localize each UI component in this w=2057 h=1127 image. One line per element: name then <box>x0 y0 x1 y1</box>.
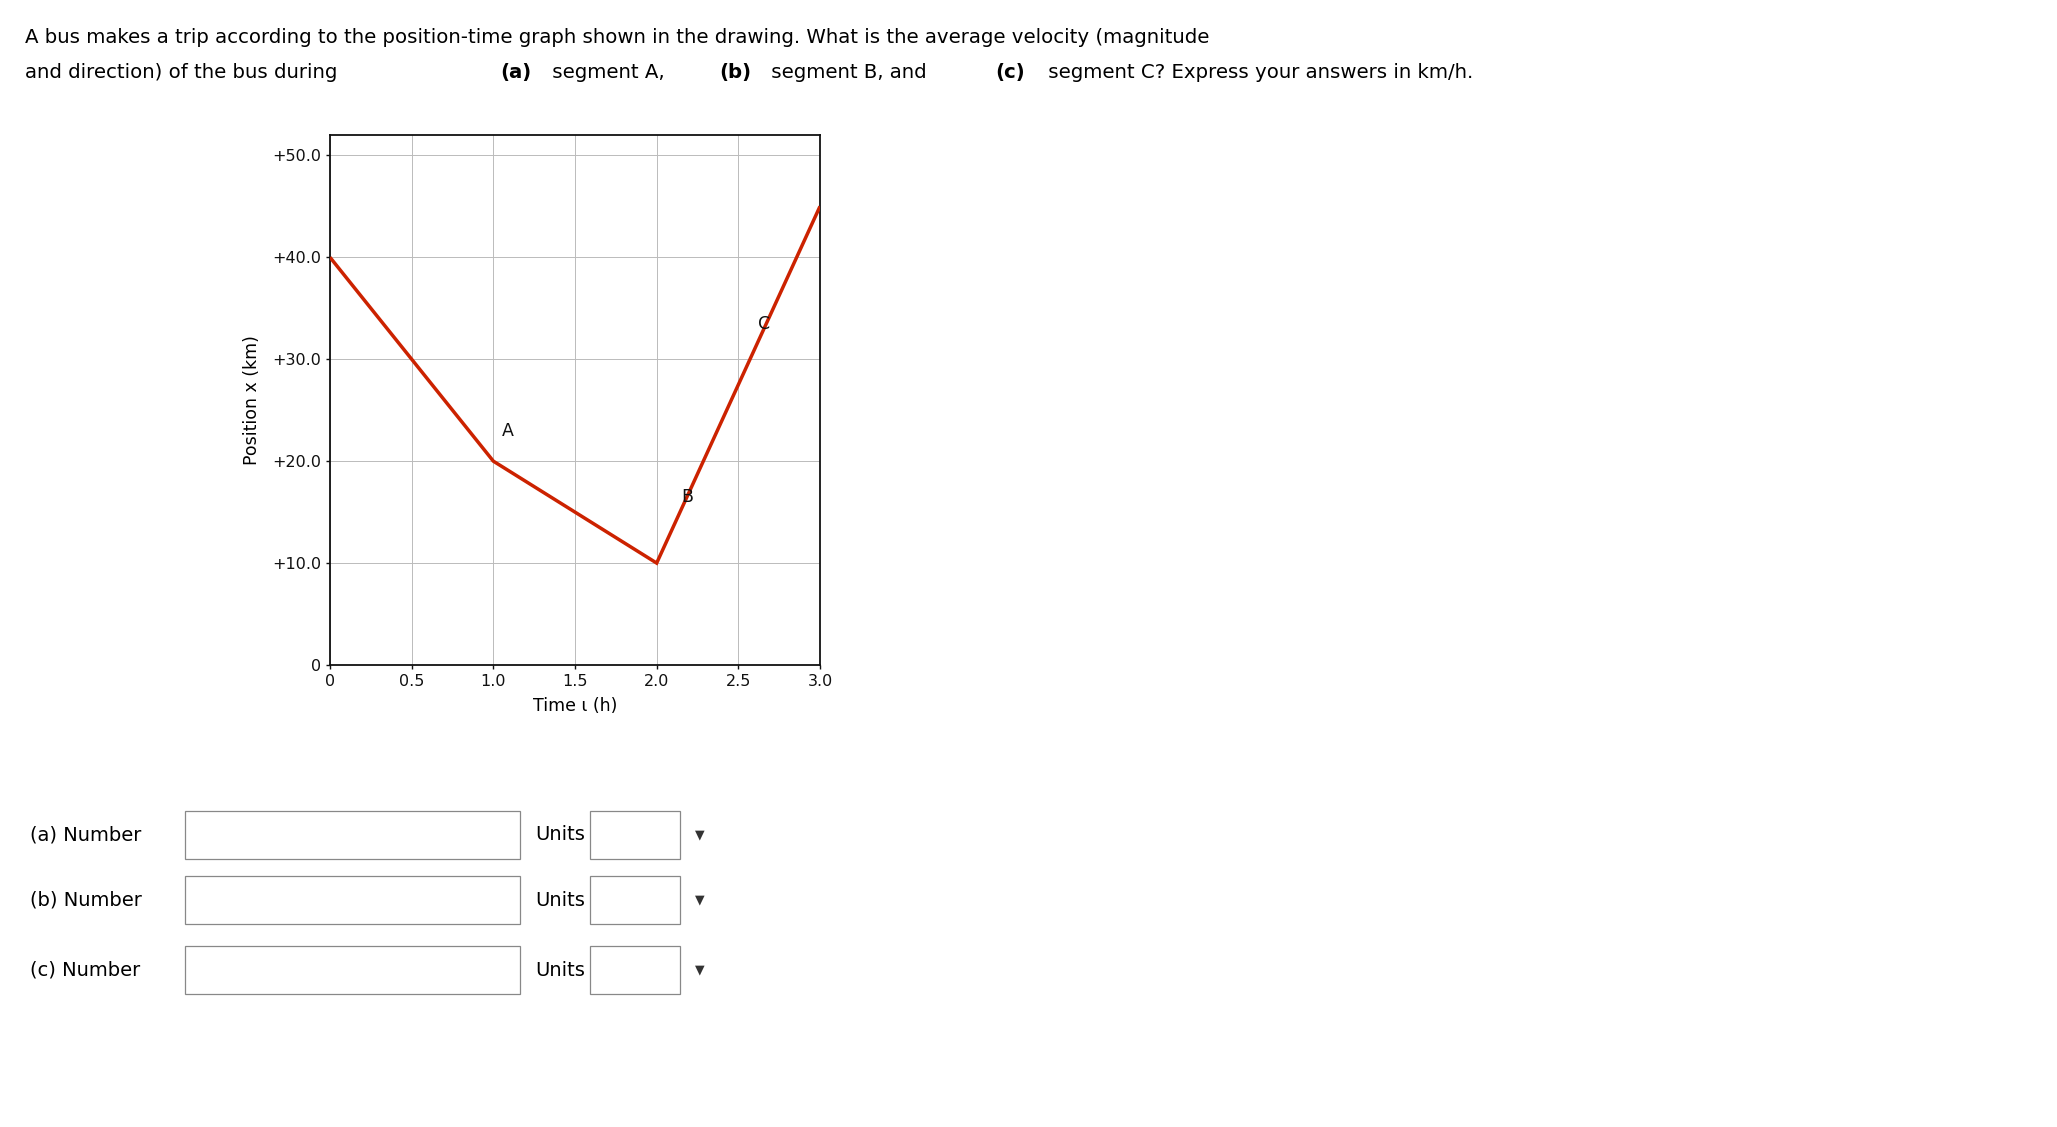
Text: A bus makes a trip according to the position-time graph shown in the drawing. Wh: A bus makes a trip according to the posi… <box>25 28 1210 47</box>
Text: (c): (c) <box>996 63 1024 82</box>
Text: (b): (b) <box>720 63 751 82</box>
Text: ▼: ▼ <box>695 894 706 906</box>
Text: B: B <box>681 488 693 506</box>
Text: ▼: ▼ <box>695 964 706 976</box>
Y-axis label: Position x (km): Position x (km) <box>243 335 261 465</box>
Text: A: A <box>502 421 514 440</box>
Text: (c) Number: (c) Number <box>31 960 140 979</box>
Text: Units: Units <box>535 960 584 979</box>
Text: (a): (a) <box>500 63 531 82</box>
Text: Units: Units <box>535 825 584 844</box>
Text: segment B, and: segment B, and <box>765 63 934 82</box>
Text: segment C? Express your answers in km/h.: segment C? Express your answers in km/h. <box>1043 63 1473 82</box>
Text: Units: Units <box>535 890 584 909</box>
Text: ▼: ▼ <box>695 828 706 842</box>
X-axis label: Time ι (h): Time ι (h) <box>533 698 617 716</box>
Text: (b) Number: (b) Number <box>31 890 142 909</box>
Text: and direction) of the bus during: and direction) of the bus during <box>25 63 344 82</box>
Text: C: C <box>757 314 769 332</box>
Text: segment A,: segment A, <box>547 63 671 82</box>
Text: (a) Number: (a) Number <box>31 825 142 844</box>
